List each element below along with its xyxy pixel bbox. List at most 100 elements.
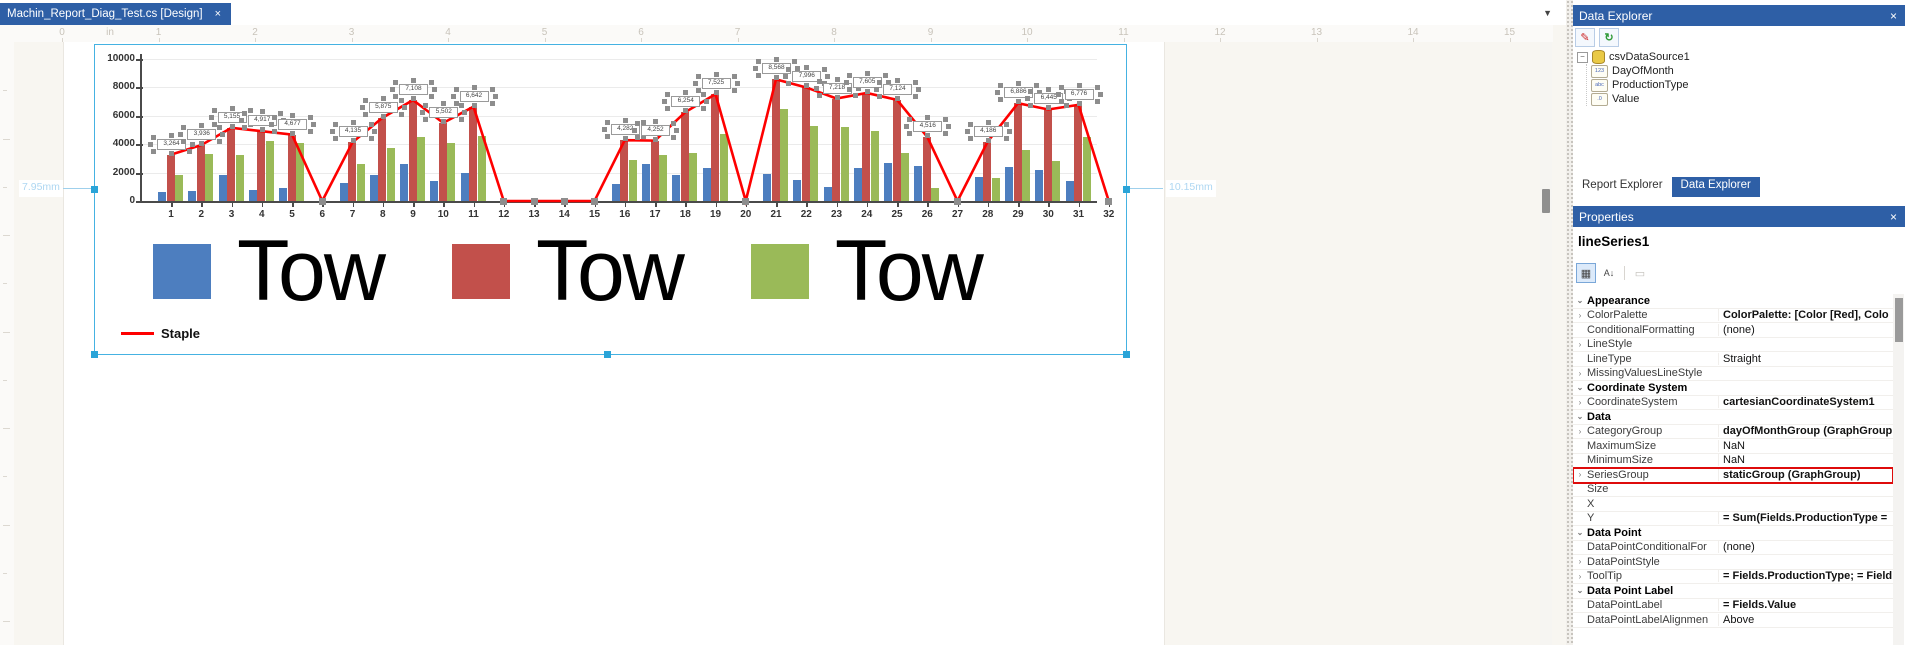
line-point-handle[interactable] xyxy=(1028,89,1034,95)
property-category-row[interactable]: ⌄ Appearance xyxy=(1573,294,1893,309)
line-point-handle[interactable] xyxy=(967,135,973,141)
line-point-handle[interactable] xyxy=(665,106,671,112)
line-point-handle[interactable] xyxy=(1055,91,1061,97)
bar[interactable] xyxy=(175,175,183,201)
line-point-handle[interactable] xyxy=(199,141,205,147)
legend-item[interactable]: Tow xyxy=(750,228,984,314)
line-point-label[interactable]: 6,642 xyxy=(459,90,489,102)
line-point-label[interactable]: 7,108 xyxy=(399,84,428,96)
bar[interactable] xyxy=(1082,137,1091,201)
bar[interactable] xyxy=(158,192,166,201)
line-point-handle[interactable] xyxy=(492,93,498,99)
bar[interactable] xyxy=(840,127,849,201)
line-point-handle[interactable] xyxy=(229,123,235,129)
line-point-handle[interactable] xyxy=(683,108,689,114)
line-point-handle[interactable] xyxy=(272,114,277,120)
bar[interactable] xyxy=(931,188,940,201)
line-point-label[interactable]: 4,186 xyxy=(973,125,1003,137)
line-point-handle[interactable] xyxy=(671,134,676,140)
line-point-handle[interactable] xyxy=(834,76,840,82)
bar[interactable] xyxy=(611,183,620,201)
line-point-handle[interactable] xyxy=(786,67,792,73)
line-point-handle[interactable] xyxy=(653,118,658,124)
line-point-handle[interactable] xyxy=(804,65,810,71)
line-point-handle[interactable] xyxy=(671,120,676,126)
line-point-handle[interactable] xyxy=(1094,84,1100,90)
line-point-handle[interactable] xyxy=(665,92,671,98)
bar[interactable] xyxy=(1043,109,1052,201)
line-point-handle[interactable] xyxy=(795,66,800,72)
property-value[interactable]: = Fields.ProductionType; = Field xyxy=(1718,570,1893,583)
alphabetical-icon[interactable]: A↓ xyxy=(1603,268,1615,278)
legend-item[interactable]: Tow xyxy=(153,228,386,314)
design-vertical-scrollbar[interactable] xyxy=(1540,42,1552,645)
bar[interactable] xyxy=(862,93,871,201)
line-point-handle[interactable] xyxy=(211,107,217,113)
line-point-handle[interactable] xyxy=(925,114,931,120)
line-point-handle[interactable] xyxy=(704,99,710,105)
line-point-handle[interactable] xyxy=(662,99,668,105)
line-point-handle[interactable] xyxy=(653,136,658,142)
line-point-handle[interactable] xyxy=(489,100,495,106)
tree-field-row[interactable]: .0 Value xyxy=(1591,92,1895,106)
collapse-chevron-icon[interactable]: ⌄ xyxy=(1576,383,1584,393)
property-row[interactable]: LineType Straight xyxy=(1573,352,1893,367)
line-point-handle[interactable] xyxy=(753,66,758,72)
line-point-handle[interactable] xyxy=(874,86,879,92)
line-point-handle[interactable] xyxy=(846,73,852,78)
bar[interactable] xyxy=(348,142,356,201)
line-point-handle[interactable] xyxy=(640,120,646,126)
line-point-handle[interactable] xyxy=(964,128,970,134)
line-point-handle[interactable] xyxy=(500,197,508,205)
line-point-handle[interactable] xyxy=(217,139,223,145)
bar[interactable] xyxy=(672,175,681,201)
bar[interactable] xyxy=(620,140,629,201)
line-point-handle[interactable] xyxy=(713,72,719,78)
bar[interactable] xyxy=(248,189,257,201)
expand-chevron-icon[interactable]: › xyxy=(1578,470,1582,480)
line-point-handle[interactable] xyxy=(390,87,395,93)
line-point-handle[interactable] xyxy=(429,80,434,86)
bar[interactable] xyxy=(711,94,719,201)
bar[interactable] xyxy=(884,162,892,201)
line-point-handle[interactable] xyxy=(834,94,840,100)
line-point-handle[interactable] xyxy=(907,116,913,122)
property-row[interactable]: MaximumSize NaN xyxy=(1573,439,1893,454)
property-row[interactable]: Y = Sum(Fields.ProductionType = xyxy=(1573,512,1893,526)
line-point-handle[interactable] xyxy=(756,73,761,79)
bar[interactable] xyxy=(1013,103,1022,201)
line-point-handle[interactable] xyxy=(925,132,931,138)
line-point-handle[interactable] xyxy=(943,130,949,136)
line-point-handle[interactable] xyxy=(946,123,952,129)
property-row[interactable]: › SeriesGroup staticGroup (GraphGroup) xyxy=(1573,467,1893,484)
file-tab-close-icon[interactable]: × xyxy=(214,7,222,20)
bar[interactable] xyxy=(680,112,689,201)
property-grid-scrollbar[interactable] xyxy=(1893,294,1904,645)
bar[interactable] xyxy=(188,191,197,201)
line-point-label[interactable]: 4,282 xyxy=(610,124,640,136)
line-point-handle[interactable] xyxy=(350,138,356,144)
bar[interactable] xyxy=(823,186,832,201)
bar[interactable] xyxy=(853,168,862,201)
line-series-path[interactable] xyxy=(170,77,1110,207)
tree-root-row[interactable]: − csvDataSource1 xyxy=(1575,50,1895,64)
bar[interactable] xyxy=(430,181,439,201)
line-point-handle[interactable] xyxy=(411,78,416,84)
collapse-chevron-icon[interactable]: ⌄ xyxy=(1576,528,1584,538)
bar[interactable] xyxy=(642,164,650,201)
bar[interactable] xyxy=(218,175,227,201)
line-point-handle[interactable] xyxy=(783,74,789,80)
line-point-handle[interactable] xyxy=(453,86,459,92)
line-point-handle[interactable] xyxy=(825,74,831,80)
line-point-handle[interactable] xyxy=(190,141,195,147)
properties-close-icon[interactable]: × xyxy=(1889,209,1897,224)
line-point-handle[interactable] xyxy=(459,102,465,108)
property-row[interactable]: › LineStyle xyxy=(1573,338,1893,352)
property-value[interactable]: cartesianCoordinateSystem1 xyxy=(1718,396,1893,409)
line-point-handle[interactable] xyxy=(786,81,792,87)
file-tab[interactable]: Machin_Report_Diag_Test.cs [Design] × xyxy=(0,3,232,25)
dock-tab-data-explorer[interactable]: Data Explorer xyxy=(1671,177,1760,197)
line-point-handle[interactable] xyxy=(622,136,628,142)
bar[interactable] xyxy=(810,125,819,201)
line-point-handle[interactable] xyxy=(393,80,398,86)
